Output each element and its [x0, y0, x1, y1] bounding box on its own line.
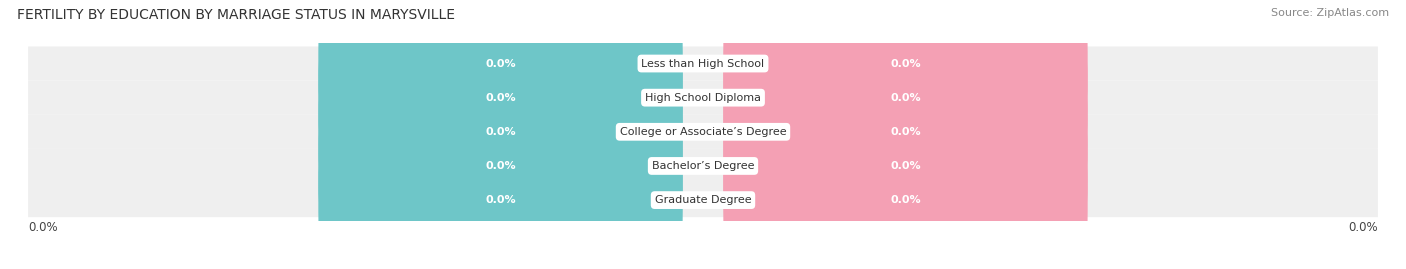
Text: 0.0%: 0.0% [890, 93, 921, 103]
Text: Less than High School: Less than High School [641, 59, 765, 69]
FancyBboxPatch shape [28, 115, 1378, 149]
FancyBboxPatch shape [28, 149, 1378, 183]
Text: College or Associate’s Degree: College or Associate’s Degree [620, 127, 786, 137]
FancyBboxPatch shape [723, 52, 1088, 212]
FancyBboxPatch shape [723, 18, 1088, 178]
Text: Source: ZipAtlas.com: Source: ZipAtlas.com [1271, 8, 1389, 18]
FancyBboxPatch shape [318, 86, 683, 246]
FancyBboxPatch shape [28, 81, 1378, 115]
Text: 0.0%: 0.0% [485, 195, 516, 205]
Text: 0.0%: 0.0% [485, 161, 516, 171]
Text: 0.0%: 0.0% [485, 59, 516, 69]
Text: 0.0%: 0.0% [485, 93, 516, 103]
Text: 0.0%: 0.0% [890, 161, 921, 171]
FancyBboxPatch shape [318, 18, 683, 178]
Text: Graduate Degree: Graduate Degree [655, 195, 751, 205]
Text: 0.0%: 0.0% [890, 195, 921, 205]
FancyBboxPatch shape [318, 120, 683, 269]
FancyBboxPatch shape [723, 86, 1088, 246]
Text: FERTILITY BY EDUCATION BY MARRIAGE STATUS IN MARYSVILLE: FERTILITY BY EDUCATION BY MARRIAGE STATU… [17, 8, 456, 22]
FancyBboxPatch shape [28, 183, 1378, 217]
FancyBboxPatch shape [28, 47, 1378, 81]
FancyBboxPatch shape [723, 0, 1088, 143]
Text: 0.0%: 0.0% [890, 127, 921, 137]
Text: Bachelor’s Degree: Bachelor’s Degree [652, 161, 754, 171]
Text: High School Diploma: High School Diploma [645, 93, 761, 103]
FancyBboxPatch shape [723, 120, 1088, 269]
Text: 0.0%: 0.0% [485, 127, 516, 137]
FancyBboxPatch shape [318, 52, 683, 212]
FancyBboxPatch shape [318, 0, 683, 143]
Text: 0.0%: 0.0% [1348, 221, 1378, 234]
Text: 0.0%: 0.0% [28, 221, 58, 234]
Text: 0.0%: 0.0% [890, 59, 921, 69]
